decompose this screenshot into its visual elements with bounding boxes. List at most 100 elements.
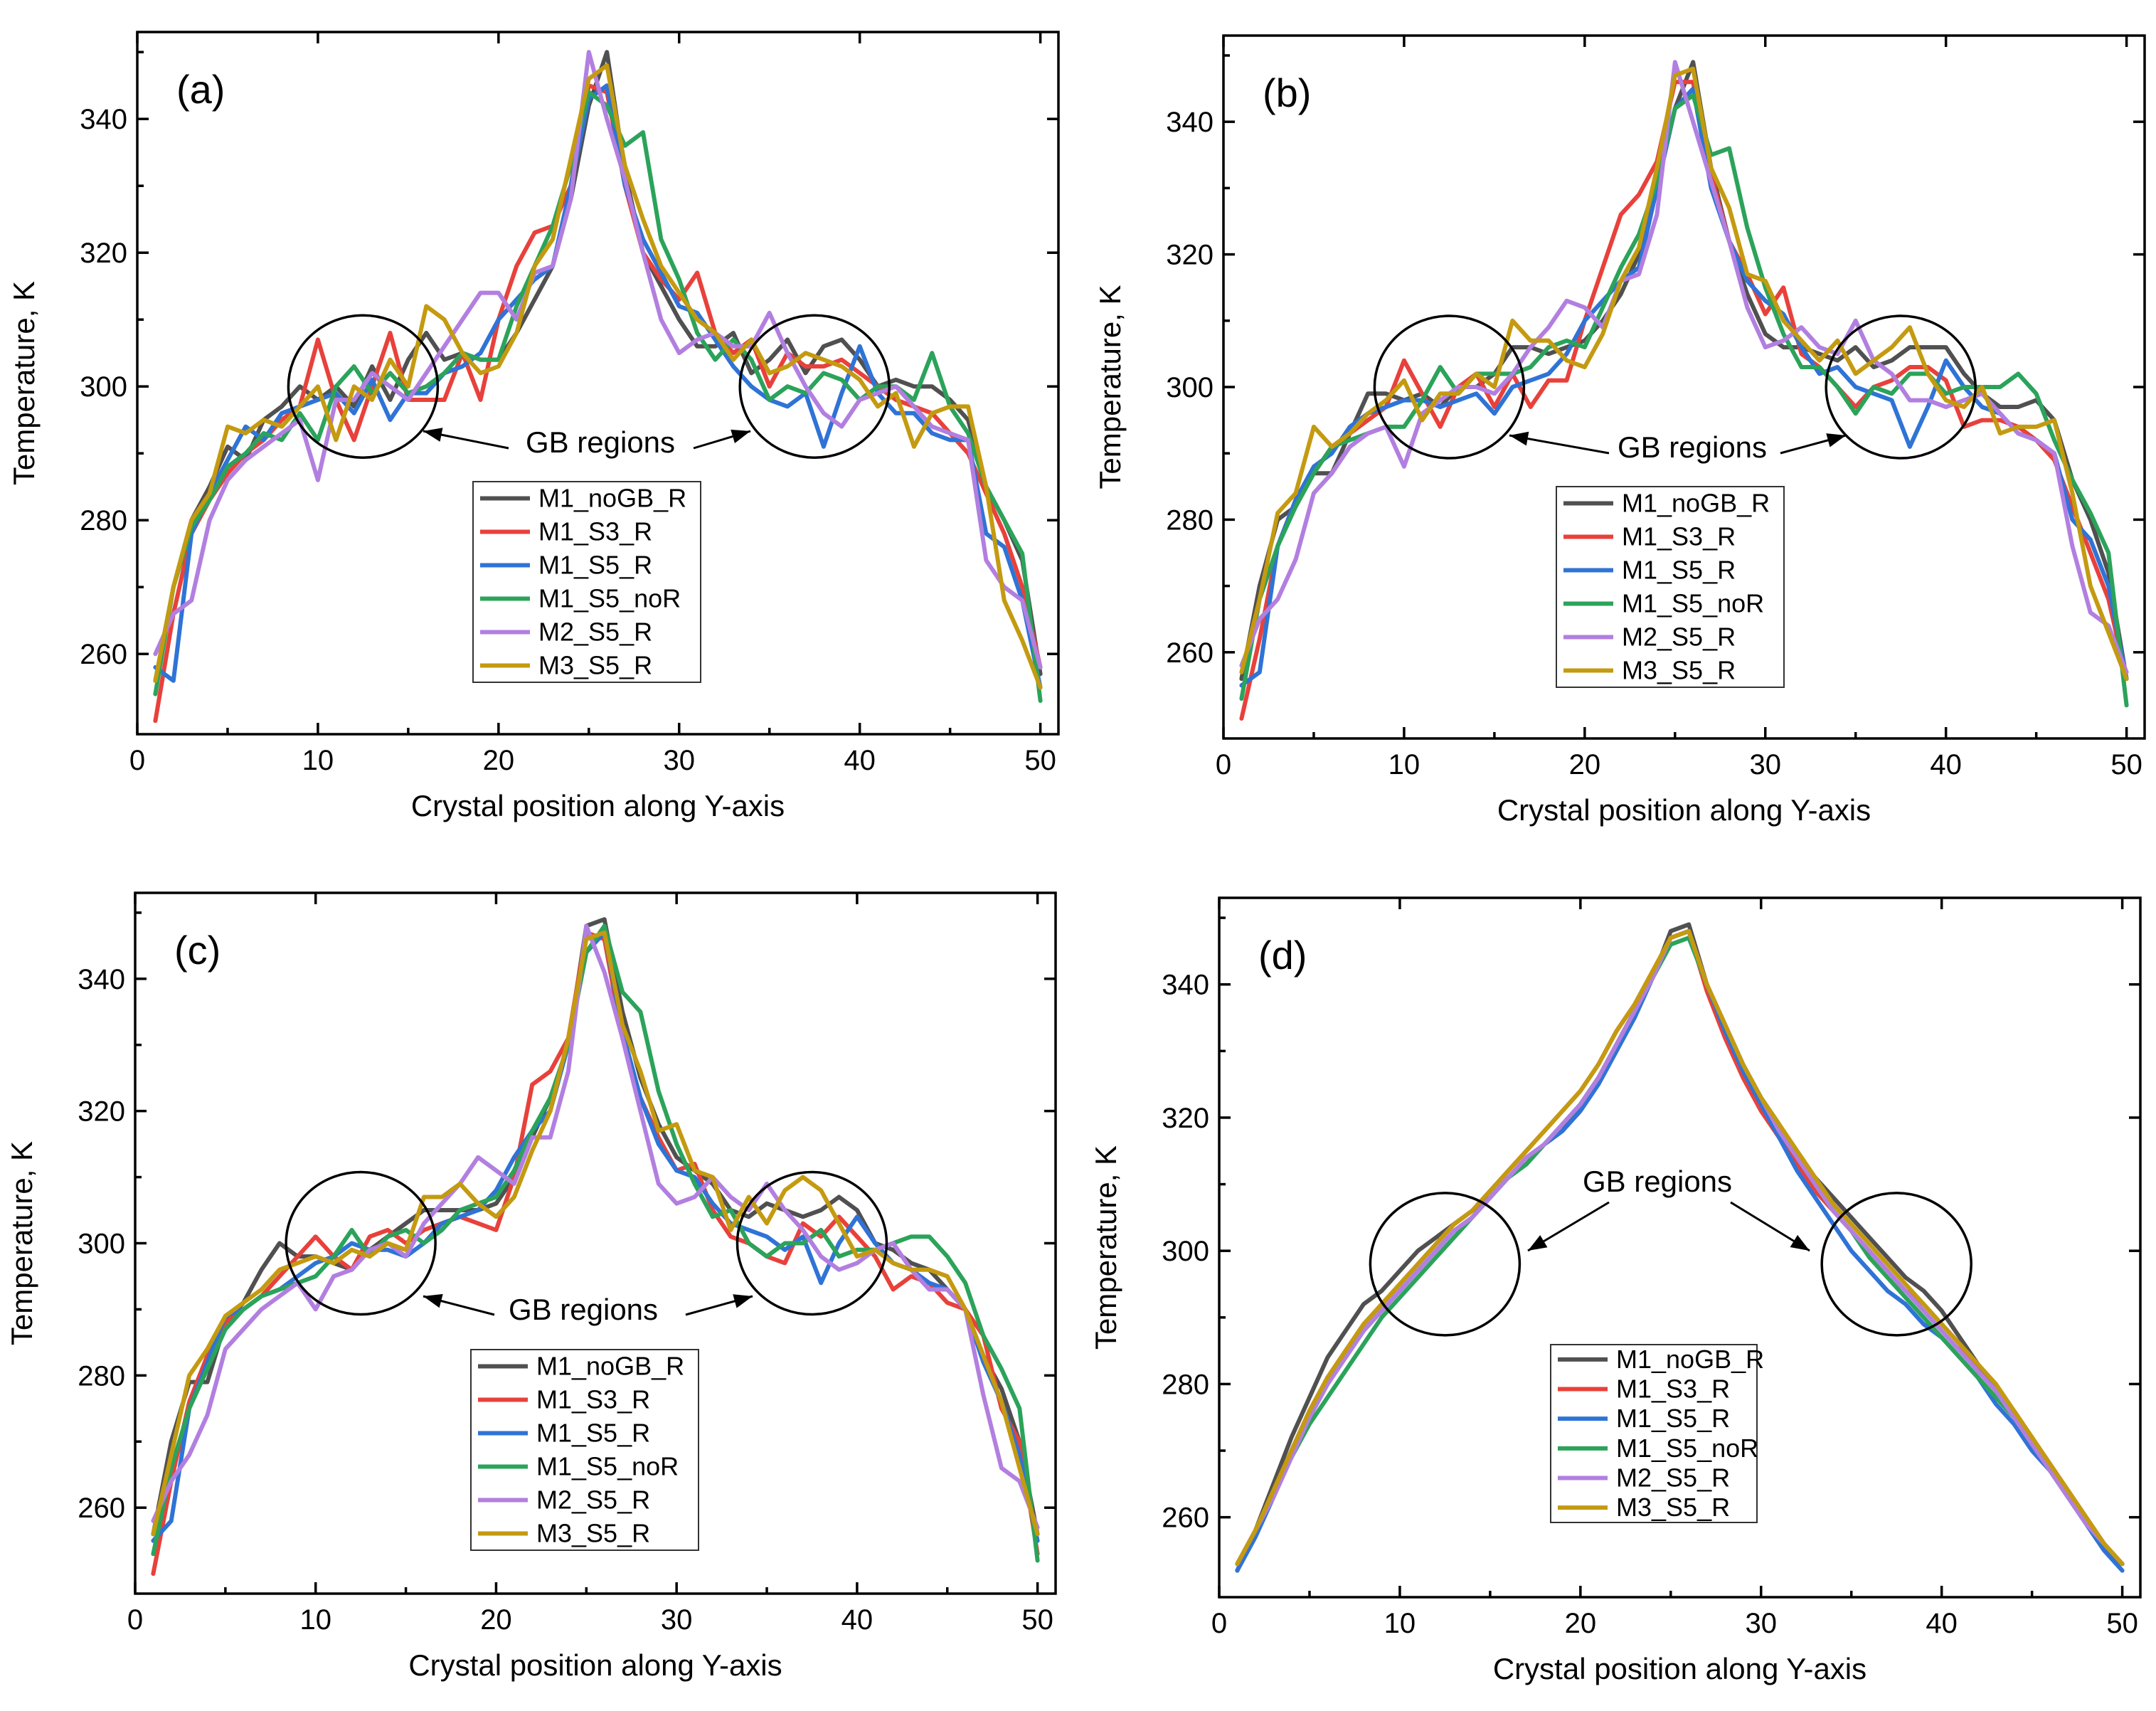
legend-label-M1_S3_R: M1_S3_R — [538, 517, 652, 546]
legend-label-M1_noGB_R: M1_noGB_R — [536, 1352, 684, 1381]
y-axis-title: Temperature, K — [7, 281, 41, 485]
y-tick-label: 320 — [78, 1096, 125, 1128]
y-tick-label: 340 — [78, 964, 125, 995]
x-tick-label: 30 — [661, 1604, 693, 1636]
legend: M1_noGB_RM1_S3_RM1_S5_RM1_S5_noRM2_S5_RM… — [1550, 1344, 1764, 1523]
x-tick-label: 30 — [1746, 1608, 1778, 1639]
y-tick-label: 300 — [80, 371, 127, 403]
x-tick-label: 10 — [1384, 1608, 1416, 1639]
annotation-arrowhead — [1528, 1235, 1548, 1251]
legend-label-M1_S5_noR: M1_S5_noR — [538, 584, 681, 613]
x-tick-label: 50 — [1021, 1604, 1053, 1636]
panel-label: (a) — [176, 67, 225, 112]
gb-region-circle — [1369, 1192, 1522, 1337]
y-tick-label: 260 — [1166, 637, 1214, 669]
x-tick-label: 0 — [1216, 749, 1231, 780]
legend-label-M1_S3_R: M1_S3_R — [1622, 522, 1736, 551]
panel-c: 0 10 20 30 40 50 260 280 300 320 340 Crystal positi… — [5, 891, 1057, 1682]
series-line-M1_S5_noR — [1235, 936, 2125, 1567]
annotation-arrowhead — [1790, 1234, 1810, 1251]
y-tick-label: 280 — [1162, 1369, 1209, 1400]
y-tick-label: 320 — [1162, 1103, 1209, 1134]
x-tick-label: 10 — [1388, 749, 1420, 780]
x-tick-label: 10 — [302, 745, 334, 776]
x-tick-label: 50 — [1024, 745, 1056, 776]
series-line-M3_S5_R — [151, 930, 1040, 1537]
legend-label-M3_S5_R: M3_S5_R — [1622, 656, 1736, 685]
x-tick-label: 40 — [844, 745, 876, 776]
panel-label: (c) — [174, 928, 221, 973]
gb-annotation-label: GB regions — [526, 425, 675, 459]
x-axis-title: Crystal position along Y-axis — [1497, 793, 1871, 827]
x-tick-label: 0 — [129, 745, 145, 776]
panel-label: (d) — [1258, 933, 1307, 978]
legend-label-M2_S5_R: M2_S5_R — [538, 618, 652, 647]
annotation-arrowhead — [1826, 433, 1846, 447]
y-tick-label: 300 — [1166, 372, 1214, 403]
panel-d: 0 10 20 30 40 50 260 280 300 320 340 Crystal positi… — [1089, 896, 2142, 1685]
gb-annotation-label: GB regions — [1583, 1165, 1732, 1198]
y-tick-label: 340 — [1162, 970, 1209, 1001]
legend-label-M1_noGB_R: M1_noGB_R — [1616, 1345, 1764, 1374]
legend-label-M2_S5_R: M2_S5_R — [1616, 1463, 1730, 1493]
legend-label-M1_S3_R: M1_S3_R — [1616, 1374, 1730, 1404]
x-tick-label: 30 — [664, 745, 696, 776]
y-axis-title: Temperature, K — [1089, 1145, 1122, 1350]
series-line-M3_S5_R — [1235, 928, 2125, 1567]
legend-label-M1_S5_noR: M1_S5_noR — [536, 1452, 679, 1481]
y-tick-label: 320 — [80, 238, 127, 269]
y-tick-label: 340 — [1166, 107, 1214, 138]
plot-frame — [136, 31, 1060, 736]
series-line-M1_S5_noR — [1239, 92, 2129, 708]
x-tick-label: 20 — [483, 745, 515, 776]
y-axis-title: Temperature, K — [5, 1141, 38, 1345]
x-tick-label: 50 — [2110, 749, 2142, 780]
annotation-arrowhead — [1509, 431, 1529, 446]
legend-label-M1_S5_R: M1_S5_R — [538, 551, 652, 580]
panel-a: 0 10 20 30 40 50 260 280 300 320 340 Crystal positi… — [7, 31, 1060, 822]
x-axis-title: Crystal position along Y-axis — [411, 789, 785, 822]
annotation-arrowhead — [731, 429, 750, 444]
panel-b: 0 10 20 30 40 50 260 280 300 320 340 Crystal positi… — [1093, 34, 2146, 827]
legend-label-M1_S5_R: M1_S5_R — [1622, 556, 1736, 585]
x-tick-label: 0 — [1211, 1608, 1227, 1639]
legend-box — [472, 481, 701, 683]
legend-label-M1_S3_R: M1_S3_R — [536, 1385, 650, 1414]
x-tick-label: 10 — [299, 1604, 331, 1636]
y-tick-label: 280 — [80, 505, 127, 536]
plot-frame — [1218, 896, 2142, 1599]
y-tick-label: 280 — [1166, 504, 1214, 536]
legend-box — [1556, 486, 1785, 688]
annotation-arrowhead — [423, 428, 443, 442]
x-tick-label: 40 — [841, 1604, 873, 1636]
legend-label-M1_S5_R: M1_S5_R — [1616, 1404, 1730, 1433]
x-tick-label: 50 — [2106, 1608, 2138, 1639]
y-tick-label: 260 — [80, 639, 127, 670]
legend-label-M3_S5_R: M3_S5_R — [1616, 1493, 1730, 1522]
gb-region-circle — [1825, 314, 1977, 460]
gb-region-circle — [736, 1170, 888, 1316]
y-tick-label: 300 — [78, 1229, 125, 1260]
y-tick-label: 340 — [80, 104, 127, 135]
y-axis-title: Temperature, K — [1093, 285, 1127, 489]
annotation-arrowhead — [733, 1294, 753, 1308]
y-tick-label: 260 — [1162, 1503, 1209, 1534]
legend-label-M1_S5_R: M1_S5_R — [536, 1419, 650, 1448]
legend-label-M3_S5_R: M3_S5_R — [538, 651, 652, 680]
gb-annotation-label: GB regions — [1618, 430, 1767, 464]
gb-region-circle — [738, 314, 891, 459]
series-line-M2_S5_R — [1239, 60, 2129, 674]
legend-label-M1_S5_noR: M1_S5_noR — [1616, 1434, 1758, 1463]
x-tick-label: 30 — [1750, 749, 1782, 780]
x-tick-label: 0 — [127, 1604, 143, 1636]
x-tick-label: 20 — [1569, 749, 1601, 780]
legend-label-M1_noGB_R: M1_noGB_R — [538, 484, 686, 513]
annotation-arrowhead — [423, 1293, 443, 1308]
legend-label-M1_S5_noR: M1_S5_noR — [1622, 589, 1764, 618]
x-tick-label: 40 — [1930, 749, 1962, 780]
panel-label: (b) — [1263, 70, 1311, 115]
legend: M1_noGB_R M1_S3_R M1_S5_R M1_S5_noR M2_S5_R M… — [472, 481, 701, 683]
legend: M1_noGB_RM1_S3_RM1_S5_RM1_S5_noRM2_S5_RM… — [470, 1349, 699, 1551]
x-tick-label: 40 — [1926, 1608, 1958, 1639]
